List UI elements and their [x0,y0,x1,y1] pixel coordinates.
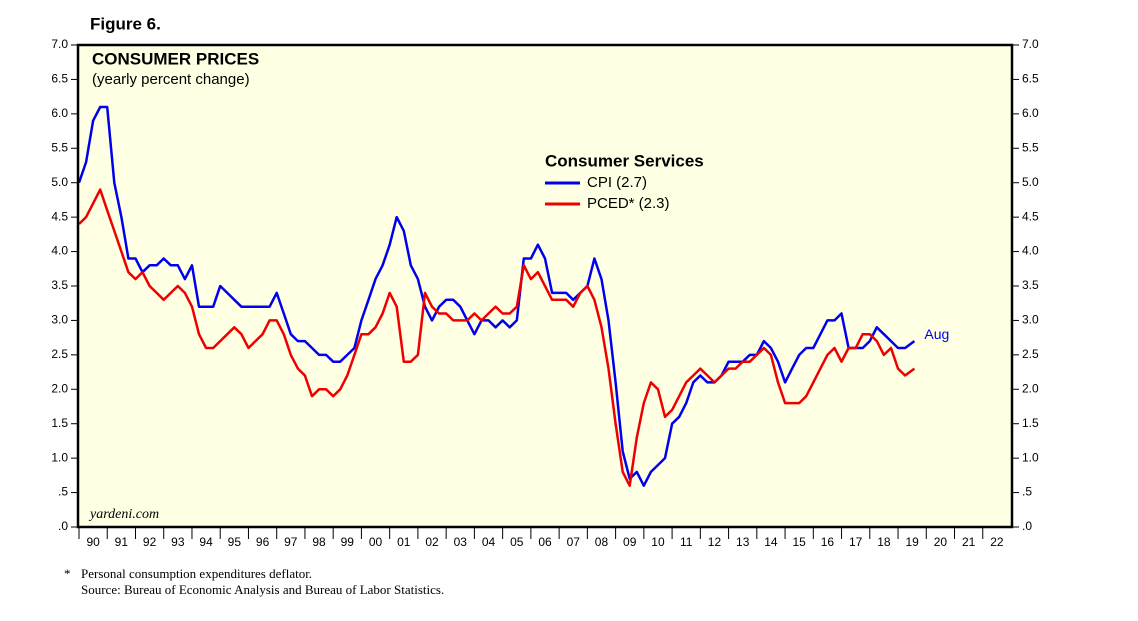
y-tick-label: .5 [58,485,68,499]
y-tick-label: 6.5 [51,72,68,86]
y-tick-label: 4.0 [51,244,68,258]
x-tick-label: 17 [849,535,863,549]
x-tick-label: 04 [482,535,496,549]
y-tick-label: 3.0 [51,313,68,327]
y2-tick-label: 1.0 [1022,450,1039,464]
x-tick-label: 99 [341,535,355,549]
source-note: Source: Bureau of Economic Analysis and … [81,582,444,597]
x-tick-label: 95 [228,535,242,549]
x-tick-label: 18 [877,535,891,549]
legend-label: CPI (2.7) [587,174,647,191]
y2-tick-label: .5 [1022,485,1032,499]
y-tick-label: 3.5 [51,278,68,292]
x-tick-label: 11 [680,535,693,549]
x-tick-label: 00 [369,535,383,549]
x-tick-label: 93 [171,535,185,549]
y2-tick-label: 7.0 [1022,37,1039,51]
x-tick-label: 19 [905,535,919,549]
y-tick-label: 5.5 [51,140,68,154]
y2-tick-label: 4.0 [1022,244,1039,258]
x-tick-label: 91 [115,535,129,549]
x-tick-label: 15 [793,535,807,549]
x-tick-label: 94 [199,535,213,549]
y2-tick-label: 5.5 [1022,140,1039,154]
x-tick-label: 07 [567,535,581,549]
y2-tick-label: 3.5 [1022,278,1039,292]
x-tick-label: 98 [312,535,326,549]
y-tick-label: 7.0 [51,37,68,51]
end-label: Aug [924,326,949,342]
watermark: yardeni.com [88,507,159,522]
y-tick-label: 5.0 [51,175,68,189]
figure-label: Figure 6. [90,14,161,33]
y2-tick-label: 3.0 [1022,313,1039,327]
x-tick-label: 09 [623,535,637,549]
chart-title: CONSUMER PRICES [92,49,259,68]
x-tick-label: 21 [962,535,976,549]
x-tick-label: 02 [425,535,439,549]
x-tick-label: 08 [595,535,609,549]
y-tick-label: 1.5 [51,416,68,430]
y-tick-label: 4.5 [51,209,68,223]
chart-subtitle: (yearly percent change) [92,71,250,88]
y-tick-label: 2.0 [51,381,68,395]
y-tick-label: 6.0 [51,106,68,120]
x-tick-label: 20 [934,535,948,549]
x-tick-label: 05 [510,535,524,549]
footnote-marker: * [64,566,71,581]
y-tick-label: .0 [58,519,68,533]
x-tick-label: 06 [538,535,552,549]
footnote: Personal consumption expenditures deflat… [81,566,312,581]
y2-tick-label: 6.0 [1022,106,1039,120]
x-tick-label: 01 [397,535,411,549]
legend-label: PCED* (2.3) [587,195,670,212]
x-tick-label: 16 [821,535,835,549]
x-tick-label: 90 [86,535,100,549]
y2-tick-label: 4.5 [1022,209,1039,223]
y-tick-label: 1.0 [51,450,68,464]
y2-tick-label: 2.5 [1022,347,1039,361]
x-tick-label: 96 [256,535,270,549]
plot-frame [76,43,1014,529]
x-tick-label: 03 [454,535,468,549]
x-tick-label: 13 [736,535,750,549]
series-line [77,105,916,487]
y-tick-label: 2.5 [51,347,68,361]
x-tick-label: 92 [143,535,157,549]
series-line [78,188,916,487]
y2-tick-label: 1.5 [1022,416,1039,430]
y2-tick-label: 6.5 [1022,72,1039,86]
y2-tick-label: 2.0 [1022,381,1039,395]
x-tick-label: 22 [990,535,1004,549]
x-tick-label: 14 [764,535,778,549]
legend-title: Consumer Services [545,151,704,170]
y2-tick-label: .0 [1022,519,1032,533]
x-tick-label: 97 [284,535,298,549]
y2-tick-label: 5.0 [1022,175,1039,189]
x-tick-label: 12 [708,535,722,549]
x-tick-label: 10 [651,535,665,549]
